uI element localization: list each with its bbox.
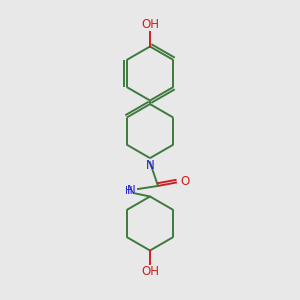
Text: OH: OH [141, 265, 159, 278]
Text: N: N [127, 184, 136, 197]
Text: O: O [180, 175, 189, 188]
Text: H: H [125, 185, 133, 196]
Text: OH: OH [141, 18, 159, 31]
Text: N: N [146, 159, 154, 172]
